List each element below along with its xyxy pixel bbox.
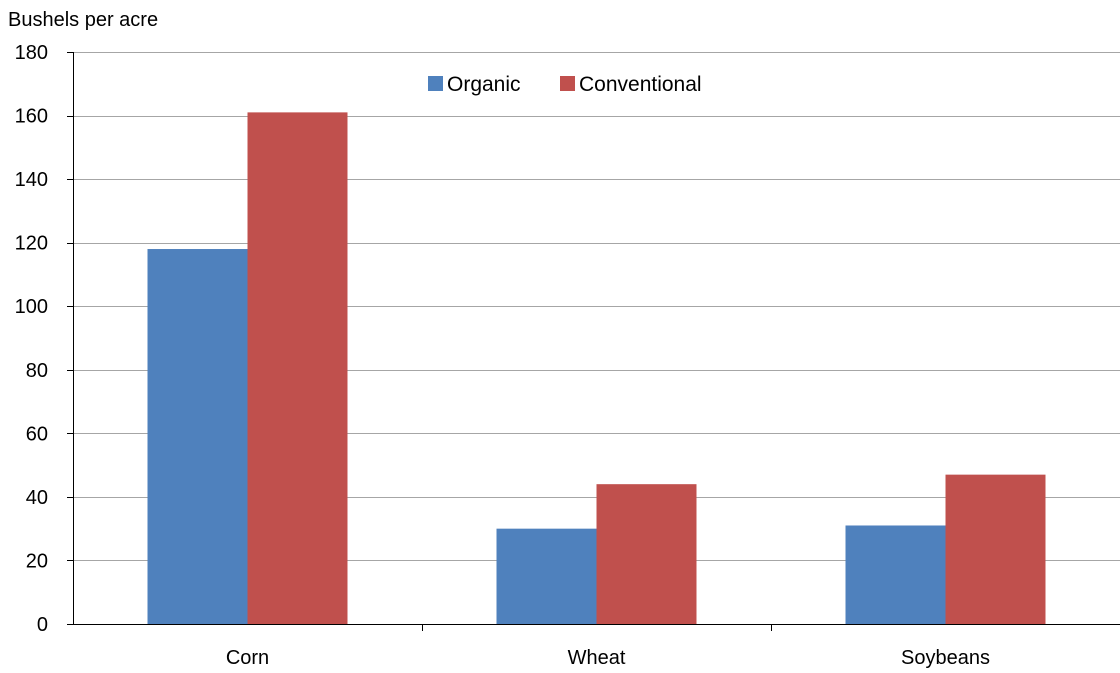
bar-conventional-wheat [596, 484, 697, 624]
y-tick-label: 60 [26, 423, 48, 445]
legend-swatch [560, 76, 575, 91]
bar-organic-soybeans [845, 525, 946, 624]
x-tick-label: Soybeans [901, 647, 990, 669]
legend-label: Conventional [579, 73, 702, 96]
legend-item-conventional: Conventional [560, 73, 702, 96]
y-tick-label: 40 [26, 487, 48, 509]
y-tick-label: 120 [15, 233, 48, 255]
legend: Organic Conventional [428, 73, 702, 96]
y-tick-label: 140 [15, 169, 48, 191]
y-axis-label: Bushels per acre [8, 9, 158, 31]
y-tick-label: 160 [15, 106, 48, 128]
axes [67, 52, 1120, 631]
y-tick-labels: 0 20 40 60 80 100 120 140 160 180 [15, 42, 48, 636]
bar-conventional-corn [247, 112, 348, 624]
bar-organic-wheat [496, 528, 597, 624]
y-tick-label: 180 [15, 42, 48, 64]
x-tick-label: Corn [226, 647, 269, 669]
y-tick-label: 20 [26, 550, 48, 572]
bars [147, 112, 1046, 624]
bar-conventional-soybeans [945, 474, 1046, 624]
y-tick-label: 100 [15, 296, 48, 318]
x-tick-labels: Corn Wheat Soybeans [226, 647, 990, 669]
y-tick-label: 80 [26, 360, 48, 382]
legend-swatch [428, 76, 443, 91]
legend-item-organic: Organic [428, 73, 521, 96]
x-tick-label: Wheat [568, 647, 626, 669]
bar-organic-corn [147, 249, 248, 624]
legend-label: Organic [447, 73, 521, 96]
y-tick-label: 0 [37, 614, 48, 636]
